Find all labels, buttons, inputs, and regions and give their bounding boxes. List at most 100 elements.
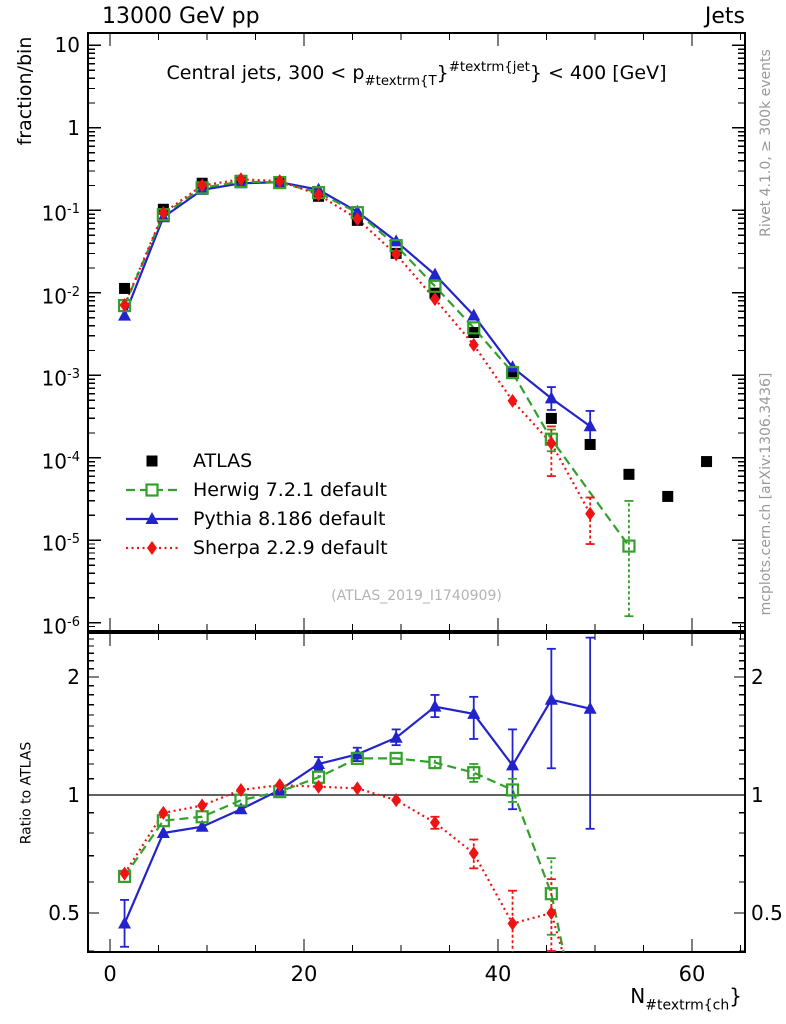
observable-title-subscript: #textrm{T	[364, 73, 437, 89]
data-marker	[701, 456, 713, 468]
legend-item-pythia: Pythia 8.186 default	[124, 504, 388, 533]
data-marker	[352, 781, 363, 796]
observable-title-suffix: < 400 [GeV]	[541, 61, 667, 84]
data-marker	[429, 292, 440, 307]
data-marker	[585, 506, 596, 521]
data-marker	[119, 866, 130, 881]
data-marker	[507, 393, 518, 408]
data-marker	[156, 825, 170, 838]
data-marker	[429, 815, 440, 830]
legend: ATLAS Herwig 7.2.1 default Pythia 8.186 …	[124, 446, 388, 562]
data-marker	[583, 701, 597, 714]
beam-energy-title: 13000 GeV pp	[102, 4, 260, 29]
data-marker	[622, 539, 636, 553]
data-marker	[158, 206, 169, 221]
ratio-y-tick-label-right: 1	[751, 783, 764, 807]
data-marker	[507, 916, 518, 931]
data-marker	[195, 819, 209, 832]
data-marker	[583, 419, 597, 432]
main-y-axis-title: fraction/bin	[14, 36, 36, 146]
data-marker	[662, 490, 674, 502]
main-y-tick-label: 10-2	[41, 284, 80, 309]
panel-data	[117, 172, 713, 618]
panel-data	[117, 636, 597, 952]
main-y-tick-label: 10-1	[41, 201, 80, 226]
herwig-marker-icon	[126, 482, 178, 497]
data-marker	[313, 779, 324, 794]
data-marker	[505, 783, 520, 797]
main-y-tick-label: 1	[67, 115, 80, 140]
data-marker	[428, 279, 442, 293]
x-tick-label: 60	[678, 962, 706, 986]
legend-swatch-part	[146, 455, 158, 466]
observable-title-superscript: #textrm{jet	[448, 60, 530, 75]
x-axis-title-brace: }	[729, 984, 742, 1008]
ratio-panel-frame	[87, 632, 746, 953]
atlas-marker-icon	[146, 455, 158, 466]
observable-title-brace1: }	[436, 61, 449, 84]
data-marker	[352, 211, 363, 226]
data-marker	[274, 174, 285, 189]
data-marker	[350, 204, 364, 217]
x-axis-title: N#textrm{ch}	[630, 984, 742, 1013]
data-marker	[235, 782, 246, 797]
ratio-y-tick-label-right: 0.5	[751, 901, 783, 925]
legend-item-atlas: ATLAS	[124, 446, 388, 475]
sherpa-marker-icon	[126, 540, 178, 555]
data-marker	[234, 802, 248, 815]
analysis-id-watermark: (ATLAS_2019_I1740909)	[331, 588, 502, 604]
data-marker	[467, 321, 481, 335]
data-marker	[197, 798, 208, 813]
analysis-group-title: Jets	[704, 4, 745, 29]
data-marker	[118, 308, 132, 321]
data-marker	[119, 298, 130, 313]
data-marker	[544, 391, 558, 404]
legend-item-sherpa: Sherpa 2.2.9 default	[124, 533, 388, 562]
data-marker	[544, 887, 558, 901]
x-axis-title-subscript: #textrm{ch	[645, 997, 730, 1014]
data-marker	[389, 751, 403, 765]
observable-title: Central jets, 300 < p#textrm{T}#textrm{j…	[88, 60, 745, 89]
data-marker	[506, 758, 520, 771]
main-y-tick-label: 10-5	[41, 531, 80, 556]
data-marker	[467, 766, 481, 780]
legend-label-sherpa: Sherpa 2.2.9 default	[193, 536, 388, 559]
data-marker	[197, 178, 208, 193]
main-panel-frame	[87, 32, 746, 632]
data-marker	[350, 751, 364, 765]
data-marker	[428, 699, 442, 712]
data-marker	[584, 438, 596, 450]
data-marker	[391, 247, 402, 262]
data-marker	[428, 755, 442, 770]
x-axis-title-base: N	[630, 984, 646, 1008]
main-y-tick-label: 10-4	[41, 449, 80, 474]
mcplots-credit-note: mcplots.cern.ch [arXiv:1306.3436]	[758, 372, 774, 616]
legend-label-pythia: Pythia 8.186 default	[193, 507, 386, 530]
data-marker	[235, 172, 246, 187]
data-marker	[546, 906, 557, 921]
legend-item-herwig: Herwig 7.2.1 default	[124, 475, 388, 504]
legend-label-atlas: ATLAS	[193, 449, 253, 472]
data-marker	[468, 337, 479, 352]
data-marker	[505, 365, 520, 380]
ratio-y-tick-label-left: 1	[67, 783, 80, 807]
data-marker	[545, 412, 557, 424]
x-tick-label: 40	[484, 962, 512, 986]
data-marker	[467, 308, 481, 321]
data-marker	[546, 436, 557, 451]
data-marker	[158, 805, 169, 820]
data-marker	[507, 368, 519, 380]
data-marker	[467, 706, 481, 719]
main-y-tick-label: 10-3	[41, 366, 80, 391]
data-marker	[544, 692, 558, 705]
rivet-version-note: Rivet 4.1.0, ≥ 300k events	[758, 49, 774, 237]
legend-swatch-part	[145, 511, 159, 524]
data-marker	[468, 846, 479, 861]
legend-swatch-part	[145, 482, 159, 497]
main-y-tick-label: 10-6	[41, 614, 80, 639]
ratio-y-tick-label-right: 2	[751, 664, 764, 689]
legend-swatch-part	[147, 540, 157, 555]
observable-title-prefix: Central jets, 300 < p	[166, 61, 365, 84]
